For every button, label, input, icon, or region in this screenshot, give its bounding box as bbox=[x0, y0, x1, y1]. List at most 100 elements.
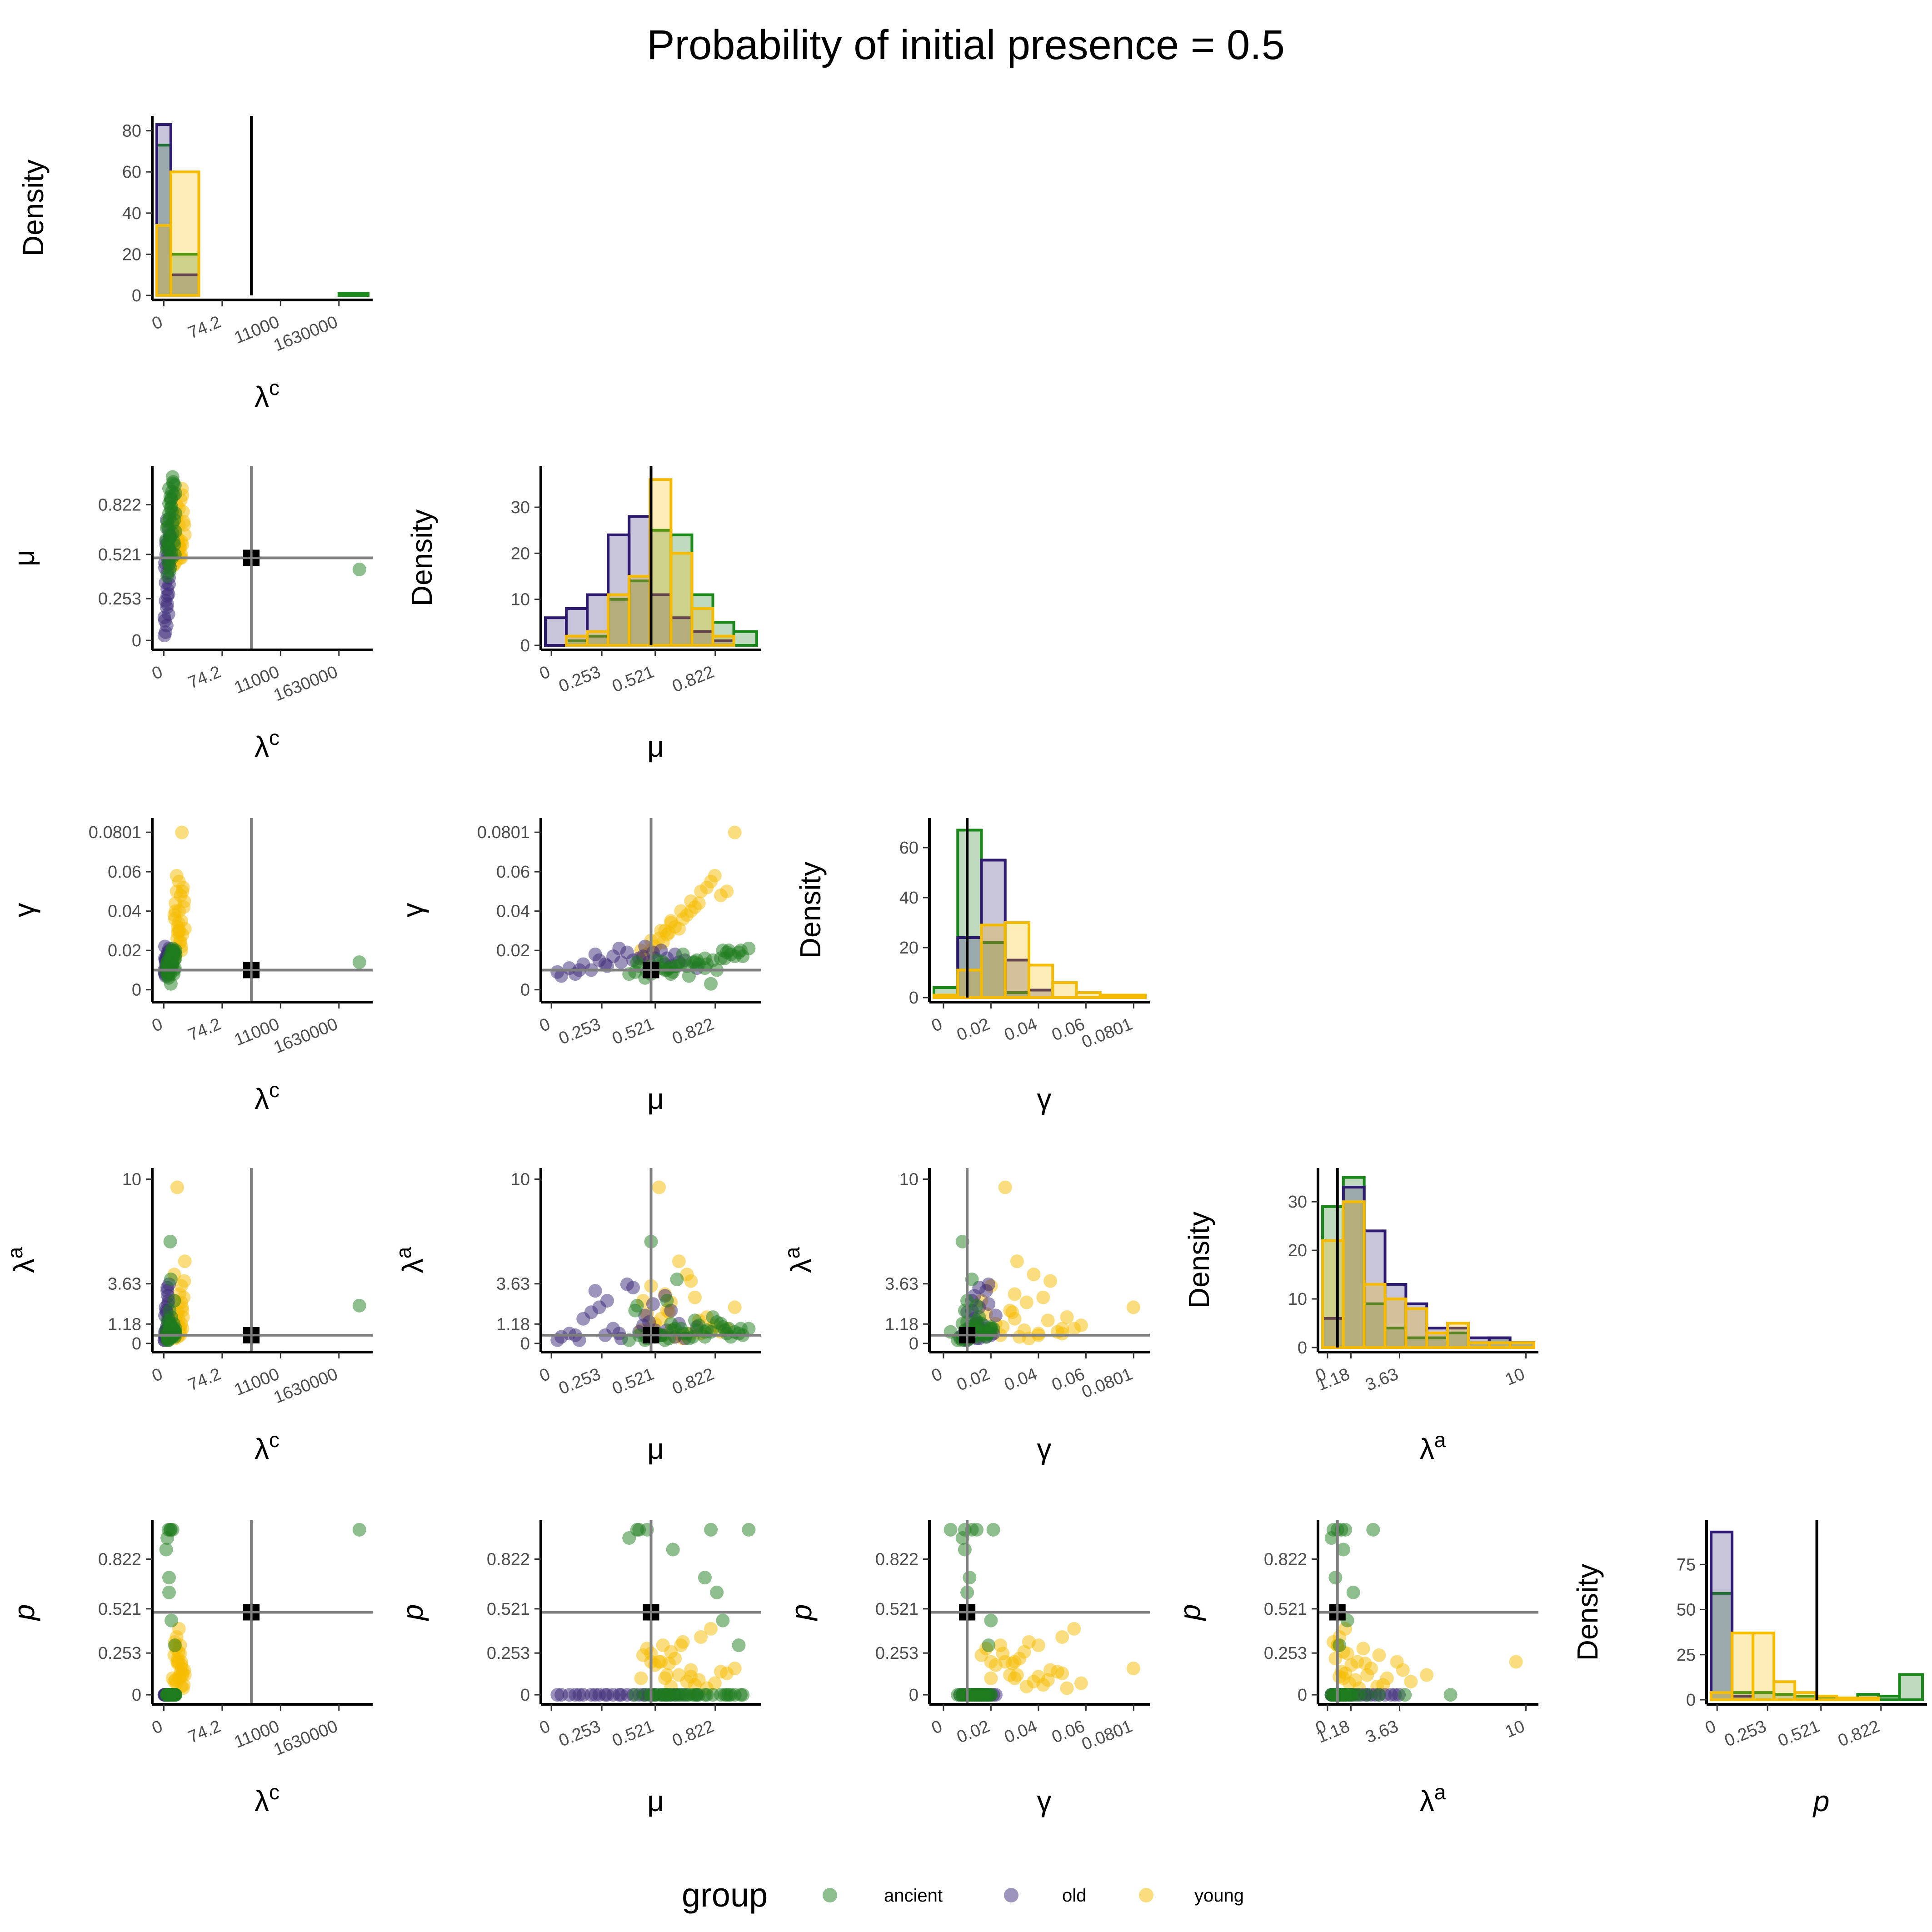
scatter-p-vs-gamma-point-young bbox=[1055, 1630, 1069, 1644]
scatter-p-vs-mu-point-ancient bbox=[732, 1638, 746, 1652]
histogram-gamma-y-tick-label: 40 bbox=[899, 889, 919, 908]
scatter-lambda_a-vs-lambda_c-point-young bbox=[178, 1254, 192, 1268]
scatter-gamma-vs-lambda_c-point-ancient bbox=[352, 955, 366, 969]
scatter-lambda_a-vs-gamma-x-tick-label: 0.04 bbox=[1002, 1364, 1040, 1395]
scatter-lambda_a-vs-lambda_c-y-title: λa bbox=[3, 1247, 40, 1273]
scatter-lambda_a-vs-lambda_c-point-ancient bbox=[352, 1298, 366, 1313]
histogram-lambda_a-bar-young bbox=[1342, 1200, 1366, 1349]
scatter-lambda_a-vs-gamma-point-young bbox=[1074, 1318, 1088, 1333]
scatter-lambda_a-vs-mu-point-ancient bbox=[630, 1298, 644, 1313]
histogram-gamma-bar-young bbox=[956, 968, 983, 999]
scatter-mu-vs-lambda_c-y-tick-label: 0.822 bbox=[98, 496, 141, 515]
scatter-lambda_a-vs-gamma-point-ancient bbox=[984, 1322, 998, 1336]
scatter-p-vs-lambda_c-point-ancient bbox=[352, 1523, 366, 1537]
histogram-lambda_a-y-tick-label: 0 bbox=[1298, 1338, 1307, 1358]
histogram-lambda_c-y-tick-label: 20 bbox=[122, 245, 141, 264]
scatter-p-vs-lambda_a-y-tick-label: 0.822 bbox=[1264, 1550, 1307, 1569]
scatter-lambda_a-vs-lambda_c-point-young bbox=[170, 1180, 184, 1194]
scatter-p-vs-mu-point-ancient bbox=[742, 1523, 756, 1537]
histogram-lambda_a-bar-young bbox=[1446, 1322, 1470, 1349]
scatter-p-vs-mu-y-tick-label: 0.253 bbox=[487, 1644, 530, 1663]
histogram-gamma-y-tick-label: 20 bbox=[899, 939, 919, 958]
scatter-p-vs-gamma-x-tick-label: 0.02 bbox=[954, 1717, 992, 1747]
histogram-lambda_c-bar-ancient bbox=[337, 292, 370, 297]
scatter-p-vs-lambda_c-point-ancient bbox=[159, 1543, 173, 1557]
scatter-lambda_a-vs-lambda_c-y-tick-label: 0 bbox=[132, 1334, 141, 1353]
scatter-p-vs-gamma-point-young bbox=[984, 1671, 998, 1685]
scatter-p-vs-lambda_c-y-title: p bbox=[8, 1604, 40, 1622]
scatter-p-vs-mu-point-ancient bbox=[674, 1688, 688, 1702]
scatter-mu-vs-lambda_c-y-tick-label: 0 bbox=[132, 631, 141, 650]
scatter-p-vs-mu-point-ancient bbox=[722, 1688, 736, 1702]
histogram-mu-y-tick-label: 10 bbox=[511, 590, 530, 609]
scatter-lambda_a-vs-mu-y-tick-label: 10 bbox=[511, 1170, 530, 1189]
scatter-mu-vs-lambda_c-x-tick-label: 0 bbox=[149, 662, 165, 684]
histogram-lambda_c-bar-young bbox=[169, 170, 200, 297]
scatter-p-vs-lambda_a-y-tick-label: 0.521 bbox=[1264, 1600, 1307, 1619]
histogram-gamma-bar-young bbox=[933, 993, 959, 999]
histogram-gamma-x-title: γ bbox=[1037, 1083, 1052, 1115]
scatter-p-vs-gamma-point-ancient bbox=[984, 1688, 998, 1702]
scatter-gamma-vs-mu-y-tick-label: 0.02 bbox=[496, 941, 530, 960]
histogram-mu-y-tick-label: 30 bbox=[511, 498, 530, 517]
histogram-mu-x-title: μ bbox=[647, 730, 664, 763]
histogram-p-x-tick-label: 0.822 bbox=[1835, 1717, 1882, 1751]
scatter-p-vs-gamma-point-young bbox=[1031, 1670, 1045, 1684]
scatter-gamma-vs-mu-point-ancient bbox=[674, 957, 688, 971]
scatter-lambda_a-vs-mu-point-old bbox=[554, 1330, 569, 1344]
scatter-lambda_a-vs-gamma-point-young bbox=[1027, 1268, 1041, 1282]
histogram-p-bar-young bbox=[1793, 1691, 1817, 1702]
histogram-lambda_a-x-title: λa bbox=[1420, 1428, 1446, 1465]
scatter-mu-vs-lambda_c-y-title: μ bbox=[8, 549, 40, 566]
histogram-mu-x-tick-label: 0 bbox=[537, 662, 553, 684]
scatter-gamma-vs-mu-x-tick-label: 0.253 bbox=[556, 1014, 604, 1048]
histogram-lambda_c-y-tick-label: 60 bbox=[122, 163, 141, 182]
scatter-lambda_a-vs-mu-point-young bbox=[652, 1180, 666, 1194]
scatter-lambda_a-vs-gamma-point-young bbox=[1005, 1305, 1019, 1319]
scatter-mu-vs-lambda_c-point-ancient bbox=[167, 534, 181, 549]
scatter-lambda_a-vs-mu-point-ancient bbox=[670, 1272, 684, 1286]
legend-swatch-ancient bbox=[823, 1888, 837, 1902]
scatter-p-vs-mu-point-young bbox=[720, 1666, 734, 1680]
scatter-p-vs-lambda_a-point-ancient bbox=[1336, 1543, 1350, 1557]
scatter-p-vs-lambda_c-x-title: λc bbox=[255, 1780, 280, 1817]
scatter-gamma-vs-mu-x-tick-label: 0.521 bbox=[609, 1014, 657, 1048]
scatter-lambda_a-vs-gamma-point-ancient bbox=[958, 1303, 972, 1318]
scatter-p-vs-mu-y-tick-label: 0.521 bbox=[487, 1600, 530, 1619]
scatter-p-vs-mu-point-young bbox=[672, 1668, 686, 1682]
histogram-mu-y-title: Density bbox=[405, 509, 438, 606]
scatter-p-vs-lambda_a-point-ancient bbox=[1443, 1688, 1458, 1702]
scatter-lambda_a-vs-mu-point-ancient bbox=[722, 1322, 736, 1336]
histogram-lambda_a-y-tick-label: 10 bbox=[1288, 1290, 1307, 1309]
scatter-p-vs-gamma-point-young bbox=[984, 1655, 998, 1669]
histogram-mu-bar-young bbox=[669, 552, 694, 647]
scatter-gamma-vs-mu-y-tick-label: 0 bbox=[520, 981, 530, 1000]
scatter-p-vs-lambda_a-point-young bbox=[1338, 1666, 1353, 1680]
scatter-lambda_a-vs-mu-y-title: λa bbox=[392, 1247, 429, 1273]
scatter-gamma-vs-mu-x-title: μ bbox=[647, 1083, 664, 1115]
histogram-lambda_a-bar-young bbox=[1383, 1298, 1408, 1349]
scatter-lambda_a-vs-gamma-point-ancient bbox=[944, 1325, 958, 1339]
histogram-lambda_c-y-title: Density bbox=[17, 160, 50, 256]
scatter-lambda_a-vs-mu-x-tick-label: 0 bbox=[537, 1364, 553, 1386]
scatter-lambda_a-vs-gamma-point-young bbox=[1010, 1254, 1024, 1268]
scatter-lambda_a-vs-mu-point-ancient bbox=[698, 1330, 712, 1344]
histogram-lambda_a-x-tick-label: 10 bbox=[1503, 1364, 1528, 1389]
scatter-gamma-vs-lambda_c-y-tick-label: 0 bbox=[132, 981, 141, 1000]
scatter-p-vs-mu-y-title: p bbox=[396, 1604, 429, 1622]
scatter-lambda_a-vs-gamma-point-ancient bbox=[972, 1327, 986, 1341]
histogram-gamma-bar-ancient bbox=[980, 941, 1007, 999]
histogram-gamma-y-title: Density bbox=[794, 862, 827, 959]
histogram-lambda_a-y-tick-label: 20 bbox=[1288, 1241, 1307, 1260]
histogram-p-bar-young bbox=[1731, 1632, 1755, 1701]
scatter-p-vs-lambda_c-point-ancient bbox=[165, 1613, 179, 1627]
scatter-gamma-vs-mu-y-tick-label: 0.06 bbox=[496, 863, 530, 882]
histogram-p-bar-ancient bbox=[1877, 1695, 1901, 1701]
scatter-lambda_a-vs-mu-x-tick-label: 0.521 bbox=[609, 1364, 657, 1398]
scatter-lambda_a-vs-gamma-point-young bbox=[1043, 1274, 1058, 1288]
